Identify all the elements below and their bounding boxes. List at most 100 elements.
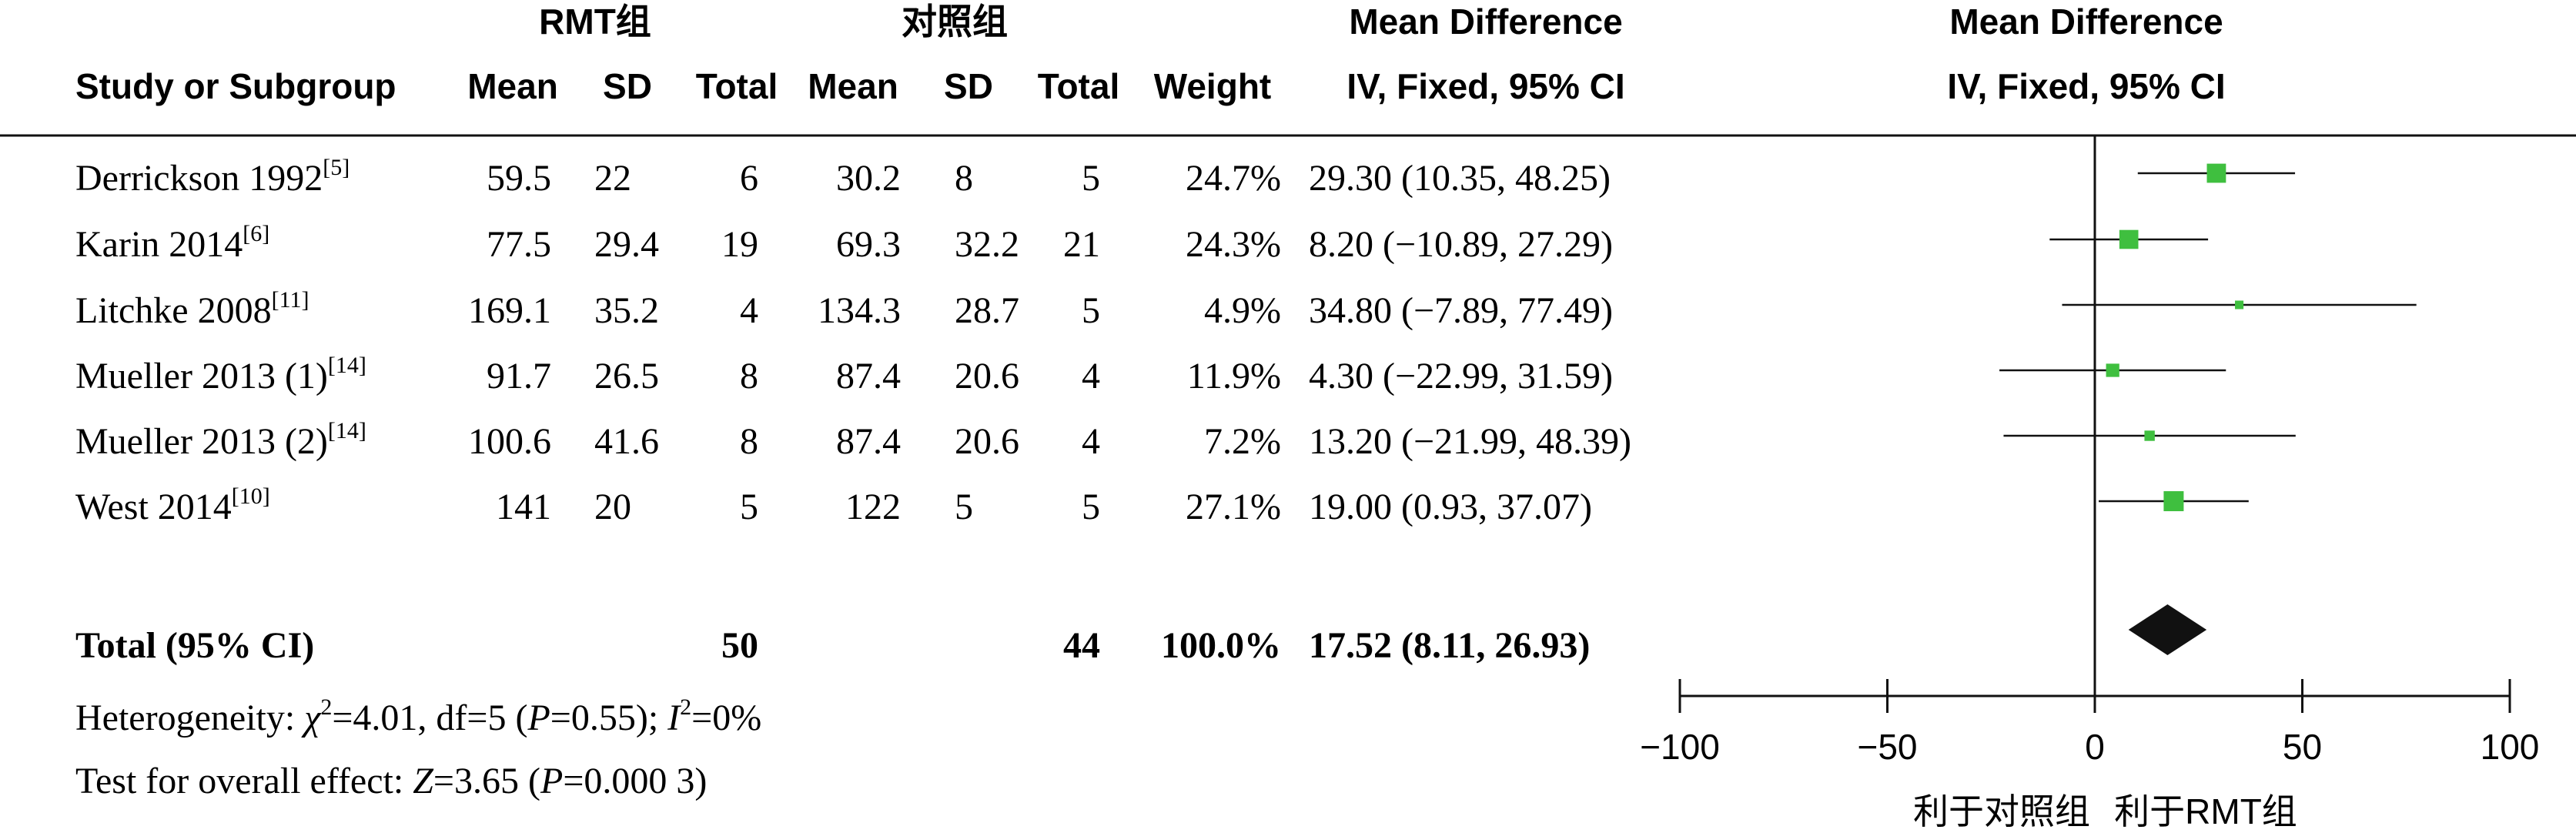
study-estimate-box xyxy=(2106,363,2119,377)
control-mean: 87.4 xyxy=(836,356,901,396)
control-total: 4 xyxy=(1082,356,1100,396)
rmt-mean: 169.1 xyxy=(468,290,551,331)
control-mean: 30.2 xyxy=(836,158,901,199)
weight: 4.9% xyxy=(1204,290,1281,331)
rmt-total: 4 xyxy=(740,290,758,331)
rmt-sd: 35.2 xyxy=(594,290,659,331)
study-name-text: Mueller 2013 (2) xyxy=(75,421,328,462)
total-n2: 44 xyxy=(1063,625,1100,666)
weight: 24.3% xyxy=(1186,224,1281,265)
rmt-total: 5 xyxy=(740,487,758,527)
total-ci: 17.52 (8.11, 26.93) xyxy=(1309,625,1590,666)
study-name: Derrickson 1992[5] xyxy=(75,155,350,199)
x-tick-label: −100 xyxy=(1640,727,1720,767)
group1-header: RMT组 xyxy=(539,2,651,42)
x-tick-label: 0 xyxy=(2085,727,2105,767)
plot-title: Mean Difference xyxy=(1949,2,2223,42)
control-sd: 20.6 xyxy=(955,421,1019,462)
effect-method: IV, Fixed, 95% CI xyxy=(1347,66,1624,106)
study-estimate-box xyxy=(2144,430,2155,441)
pooled-estimate-diamond xyxy=(2128,604,2207,655)
study-name-text: Karin 2014 xyxy=(75,224,243,265)
study-reference: [14] xyxy=(328,353,366,378)
study-name-text: Derrickson 1992 xyxy=(75,158,323,199)
rmt-sd: 41.6 xyxy=(594,421,659,462)
control-total: 21 xyxy=(1063,224,1100,265)
rmt-mean: 91.7 xyxy=(487,356,551,396)
rmt-sd: 20 xyxy=(594,487,631,527)
heterogeneity-text: Heterogeneity: χ2=4.01, df=5 (P=0.55); I… xyxy=(75,694,761,738)
study-reference: [14] xyxy=(328,418,366,443)
control-mean: 134.3 xyxy=(818,290,901,331)
col-total2: Total xyxy=(1038,66,1119,106)
study-name: Mueller 2013 (1)[14] xyxy=(75,353,366,396)
study-reference: [11] xyxy=(272,287,309,313)
study-name-text: Mueller 2013 (1) xyxy=(75,356,328,396)
forest-plot-area: −100 −50 0 50 100 xyxy=(1640,135,2539,767)
study-estimate-box xyxy=(2163,491,2184,511)
overall-effect-text: Test for overall effect: Z=3.65 (P=0.000… xyxy=(75,761,707,801)
total-weight: 100.0% xyxy=(1161,625,1281,666)
total-n1: 50 xyxy=(721,625,758,666)
rmt-sd: 29.4 xyxy=(594,224,659,265)
rmt-mean: 77.5 xyxy=(487,224,551,265)
study-estimate-box xyxy=(2235,300,2244,309)
md-ci: 4.30 (−22.99, 31.59) xyxy=(1309,356,1613,396)
total-label: Total (95% CI) xyxy=(75,625,314,666)
study-estimate-box xyxy=(2119,229,2139,249)
study-estimate-box xyxy=(2206,163,2226,183)
rmt-sd: 22 xyxy=(594,158,631,199)
control-total: 5 xyxy=(1082,158,1100,199)
col-mean1: Mean xyxy=(467,66,558,106)
control-total: 5 xyxy=(1082,487,1100,527)
study-name: West 2014[10] xyxy=(75,483,270,527)
control-total: 4 xyxy=(1082,421,1100,462)
study-name: Karin 2014[6] xyxy=(75,221,269,265)
md-ci: 13.20 (−21.99, 48.39) xyxy=(1309,421,1631,462)
study-name-text: Litchke 2008 xyxy=(75,290,272,331)
group2-header: 对照组 xyxy=(902,2,1008,42)
col-weight: Weight xyxy=(1154,66,1271,106)
rmt-mean: 59.5 xyxy=(487,158,551,199)
weight: 11.9% xyxy=(1187,356,1281,396)
col-mean2: Mean xyxy=(808,66,898,106)
study-reference: [6] xyxy=(243,221,269,246)
control-sd: 32.2 xyxy=(955,224,1019,265)
favours-right-label: 利于RMT组 xyxy=(2114,791,2297,831)
col-sd1: SD xyxy=(603,66,652,106)
control-mean: 69.3 xyxy=(836,224,901,265)
rmt-mean: 100.6 xyxy=(468,421,551,462)
rmt-mean: 141 xyxy=(496,487,551,527)
study-name: Litchke 2008[11] xyxy=(75,287,309,331)
effect-title: Mean Difference xyxy=(1349,2,1622,42)
control-sd: 5 xyxy=(955,487,973,527)
col-total1: Total xyxy=(696,66,778,106)
col-sd2: SD xyxy=(944,66,993,106)
plot-method: IV, Fixed, 95% CI xyxy=(1947,66,2225,106)
md-ci: 19.00 (0.93, 37.07) xyxy=(1309,487,1592,527)
control-sd: 20.6 xyxy=(955,356,1019,396)
x-tick-label: −50 xyxy=(1857,727,1917,767)
study-name-text: West 2014 xyxy=(75,487,232,527)
md-ci: 29.30 (10.35, 48.25) xyxy=(1309,158,1611,199)
weight: 24.7% xyxy=(1186,158,1281,199)
study-name: Mueller 2013 (2)[14] xyxy=(75,418,366,462)
weight: 7.2% xyxy=(1204,421,1281,462)
md-ci: 8.20 (−10.89, 27.29) xyxy=(1309,224,1613,265)
study-reference: [5] xyxy=(323,155,350,180)
md-ci: 34.80 (−7.89, 77.49) xyxy=(1309,290,1613,331)
x-tick-label: 50 xyxy=(2283,727,2322,767)
rmt-total: 8 xyxy=(740,356,758,396)
control-mean: 87.4 xyxy=(836,421,901,462)
rmt-sd: 26.5 xyxy=(594,356,659,396)
study-rows: Derrickson 1992[5] 59.5 22 6 30.2 8 5 24.7% 29.3… xyxy=(75,155,1631,527)
control-sd: 28.7 xyxy=(955,290,1019,331)
x-tick-label: 100 xyxy=(2481,727,2540,767)
weight: 27.1% xyxy=(1186,487,1281,527)
rmt-total: 19 xyxy=(721,224,758,265)
control-mean: 122 xyxy=(845,487,901,527)
control-total: 5 xyxy=(1082,290,1100,331)
study-reference: [10] xyxy=(232,483,270,509)
col-study: Study or Subgroup xyxy=(75,66,396,106)
